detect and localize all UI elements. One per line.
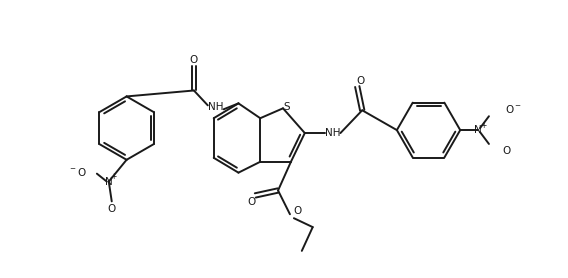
Text: N: N [474, 125, 482, 135]
Text: S: S [283, 102, 290, 112]
Text: O: O [503, 146, 511, 156]
Text: $^-$O: $^-$O [68, 166, 87, 178]
Text: NH: NH [208, 102, 223, 112]
Text: N: N [105, 177, 112, 187]
Text: O: O [107, 204, 116, 214]
Text: +: + [480, 121, 486, 130]
Text: +: + [111, 172, 117, 181]
Text: O$^-$: O$^-$ [505, 103, 522, 115]
Text: O: O [190, 55, 198, 65]
Text: O: O [247, 197, 256, 207]
Text: O: O [356, 76, 364, 86]
Text: O: O [294, 206, 302, 216]
Text: NH: NH [325, 128, 340, 138]
